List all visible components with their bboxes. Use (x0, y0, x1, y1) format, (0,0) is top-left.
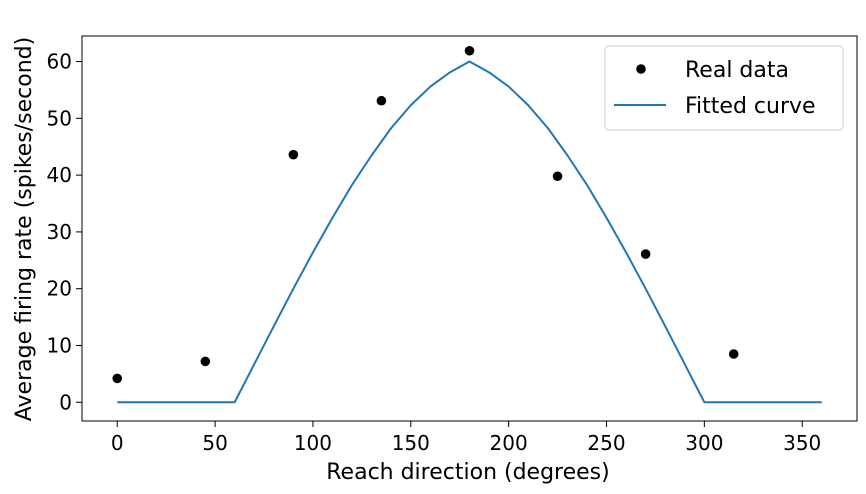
legend: Real data Fitted curve (604, 45, 844, 131)
plot-frame (81, 35, 858, 422)
y-tick-label: 40 (47, 163, 72, 187)
y-tick-label: 60 (47, 50, 72, 74)
x-tick-label: 200 (490, 431, 528, 455)
x-tick-label: 250 (587, 431, 625, 455)
y-tick-label: 20 (47, 277, 72, 301)
y-tick-label: 30 (47, 220, 72, 244)
fitted-curve-line (117, 60, 822, 404)
y-tick-label: 0 (59, 390, 72, 414)
data-point (728, 349, 739, 359)
data-point (200, 356, 211, 367)
x-tick-label: 100 (294, 431, 332, 455)
data-point (640, 249, 651, 259)
x-tick-label: 150 (392, 431, 430, 455)
x-axis-title: Reach direction (degrees) (326, 460, 609, 485)
x-tick-label: 350 (783, 431, 821, 455)
data-point (112, 373, 123, 384)
y-axis-title: Average firing rate (spikes/second) (12, 37, 37, 421)
axes: 0 50 100 150 200 250 300 350 0 10 20 30 40 50 60 (47, 35, 858, 455)
legend-marker-real-data (636, 64, 646, 74)
y-tick-label: 10 (47, 333, 72, 357)
legend-box (604, 45, 844, 131)
data-point (376, 95, 387, 106)
data-point (464, 45, 475, 56)
series-layer (112, 45, 822, 404)
data-point (552, 171, 563, 182)
data-point (288, 149, 299, 160)
legend-label-real-data: Real data (685, 58, 789, 83)
x-tick-label: 50 (202, 431, 227, 455)
legend-label-fitted-curve: Fitted curve (685, 94, 816, 119)
x-tick-label: 0 (111, 431, 124, 455)
y-tick-label: 50 (47, 106, 72, 130)
x-tick-label: 300 (685, 431, 723, 455)
